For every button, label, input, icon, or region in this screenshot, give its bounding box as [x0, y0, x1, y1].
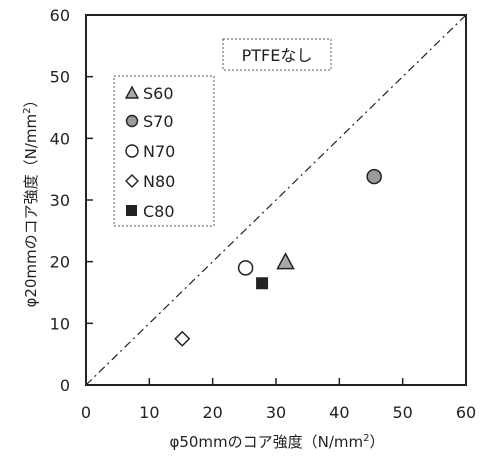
open-circle-marker-icon — [125, 144, 139, 158]
y-tick-label: 40 — [50, 129, 70, 148]
x-tick-label: 60 — [456, 403, 476, 422]
y-tick-label: 60 — [50, 6, 70, 25]
data-point-s70 — [366, 168, 382, 185]
triangle-marker-icon — [124, 85, 140, 99]
legend-label: S60 — [143, 84, 174, 103]
data-point-c80 — [256, 277, 269, 290]
x-axis-label: φ50mmのコア強度（N/mm2） — [169, 433, 384, 451]
data-point-n80 — [174, 330, 191, 347]
legend-entry-s60: S60 — [124, 84, 174, 103]
y-axis: 0 10 20 30 40 50 60 — [50, 6, 93, 395]
legend-label: S70 — [143, 112, 174, 131]
y-tick-label: 50 — [50, 68, 70, 87]
data-point-n70 — [237, 260, 254, 276]
x-axis: 0 10 20 30 40 50 60 — [81, 378, 476, 422]
y-tick-label: 10 — [50, 314, 70, 333]
y-tick-label: 30 — [50, 191, 70, 210]
legend-label: N80 — [143, 172, 175, 191]
legend-entry-c80: C80 — [126, 202, 175, 221]
legend-label: N70 — [143, 142, 175, 161]
reference-line — [85, 14, 467, 386]
annotation-box — [222, 38, 332, 71]
data-points — [174, 168, 382, 347]
gray-circle-marker-icon — [125, 114, 139, 128]
legend-entry-n80: N80 — [125, 172, 175, 191]
x-tick-label: 10 — [139, 403, 159, 422]
legend: S60 S70 N70 N80 C80 — [113, 75, 215, 227]
x-tick-label: 50 — [392, 403, 412, 422]
y-tick-label: 0 — [60, 376, 70, 395]
filled-square-marker-icon — [126, 205, 137, 216]
annotation-text: PTFEなし — [242, 46, 313, 65]
y-tick-label: 20 — [50, 253, 70, 272]
open-diamond-marker-icon — [125, 174, 139, 188]
legend-entry-n70: N70 — [125, 142, 175, 161]
x-tick-label: 30 — [266, 403, 286, 422]
x-tick-label: 0 — [81, 403, 91, 422]
data-point-s60 — [276, 252, 295, 270]
x-tick-label: 40 — [329, 403, 349, 422]
y-axis-label: φ20mmのコア強度（N/mm2） — [22, 92, 40, 307]
x-tick-label: 20 — [202, 403, 222, 422]
legend-label: C80 — [143, 202, 175, 221]
legend-entry-s70: S70 — [125, 112, 174, 131]
